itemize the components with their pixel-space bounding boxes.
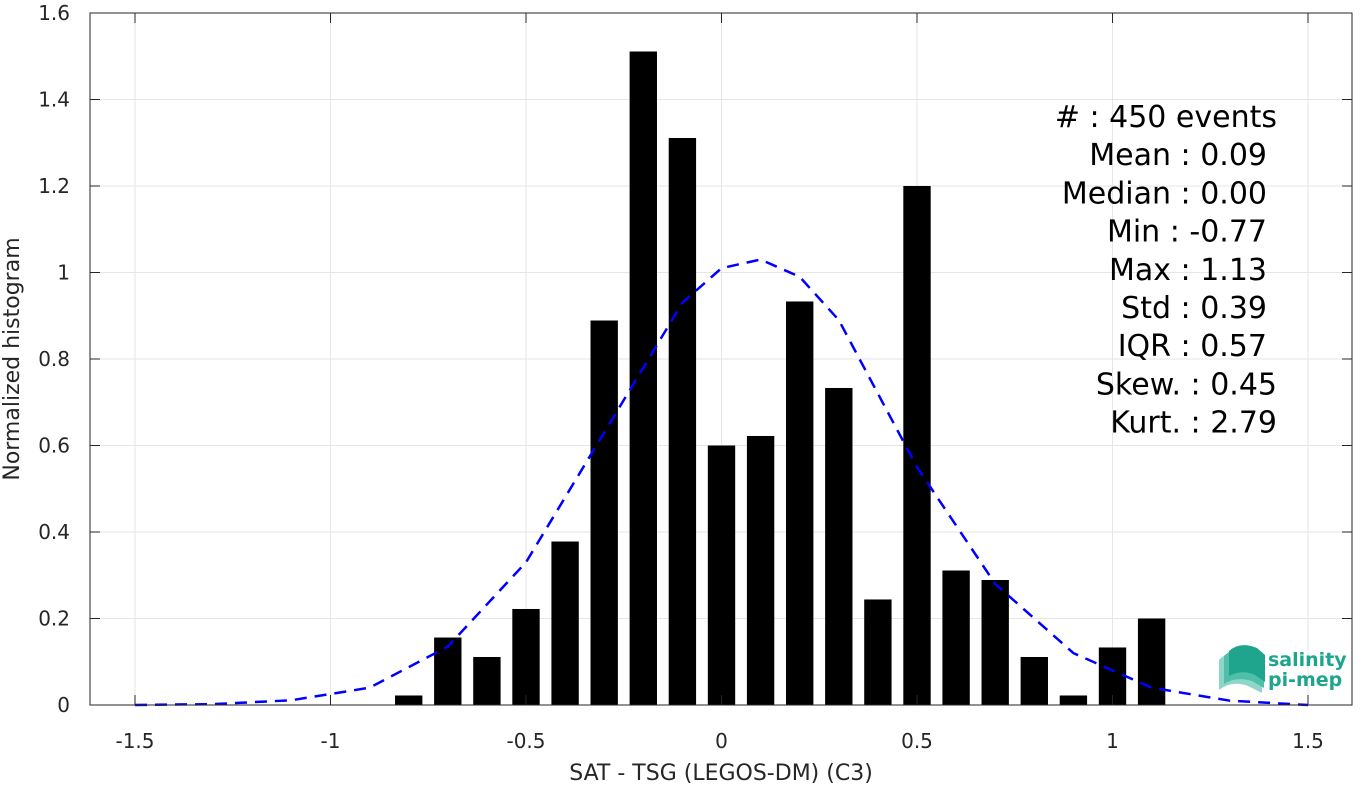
histogram-bar	[786, 301, 814, 705]
histogram-bar	[864, 599, 892, 705]
y-tick-label: 0.2	[38, 607, 70, 631]
histogram-bar	[707, 445, 736, 705]
y-tick-label: 1.6	[38, 1, 70, 25]
x-tick-label: 1.5	[1292, 729, 1324, 753]
histogram-bar	[1020, 656, 1048, 705]
histogram-bar	[1059, 695, 1088, 705]
stat-line: Kurt. : 2.79	[1110, 406, 1277, 441]
x-tick-label: 0	[715, 729, 728, 753]
x-tick-label: -1.5	[115, 729, 154, 753]
histogram-bar	[629, 51, 657, 706]
histogram-bar	[395, 695, 423, 705]
histogram-bar	[981, 580, 1009, 705]
x-tick-label: -1	[321, 729, 341, 753]
stat-line: IQR : 0.57	[1118, 329, 1267, 364]
stat-line: Mean : 0.09	[1089, 138, 1267, 173]
fit-curve-line	[134, 258, 1309, 707]
x-tick-label: -0.5	[506, 729, 545, 753]
salinity-pi-mep-logo: salinity pi-mep	[1219, 645, 1347, 693]
gaussian-fit	[134, 258, 1309, 707]
y-tick-label: 0.8	[38, 347, 70, 371]
y-tick-label: 1.4	[38, 88, 70, 112]
stat-line: Std : 0.39	[1121, 291, 1267, 326]
histogram-bar	[746, 435, 775, 705]
stat-line: # : 450 events	[1055, 100, 1277, 135]
y-tick-label: 0	[57, 693, 70, 717]
x-axis-title: SAT - TSG (LEGOS-DM) (C3)	[569, 761, 873, 785]
histogram-bar	[942, 570, 970, 705]
histogram-bars	[395, 51, 1166, 706]
x-tick-labels: -1.5 -1 -0.5 0 0.5 1 1.5	[115, 729, 1323, 753]
axis-ticks	[90, 12, 1352, 706]
histogram-bar	[551, 541, 579, 705]
histogram-bar	[590, 320, 618, 705]
stat-line: Skew. : 0.45	[1096, 367, 1277, 402]
histogram-bar	[668, 137, 697, 705]
y-tick-label: 1.2	[38, 174, 70, 198]
histogram-bar	[473, 656, 501, 705]
stat-line: Min : -0.77	[1107, 215, 1267, 250]
logo-text-line2: pi-mep	[1268, 669, 1342, 691]
x-tick-label: 0.5	[901, 729, 933, 753]
y-tick-label: 0.6	[38, 434, 70, 458]
histogram-bar	[1137, 618, 1166, 705]
y-tick-labels: 0 0.2 0.4 0.6 0.8 1 1.2 1.4 1.6	[38, 1, 70, 717]
y-axis-title: Normalized histogram	[0, 237, 25, 480]
histogram-bar	[903, 186, 931, 705]
x-tick-label: 1	[1106, 729, 1119, 753]
y-tick-label: 0.4	[38, 520, 70, 544]
logo-mark-icon	[1219, 645, 1265, 693]
stat-line: Max : 1.13	[1109, 253, 1267, 288]
stat-line: Median : 0.00	[1062, 176, 1267, 211]
histogram-bar	[512, 608, 540, 705]
histogram-bar	[825, 387, 853, 705]
y-tick-label: 1	[57, 261, 70, 285]
logo-text-line1: salinity	[1268, 649, 1347, 671]
histogram-bar	[434, 637, 462, 705]
